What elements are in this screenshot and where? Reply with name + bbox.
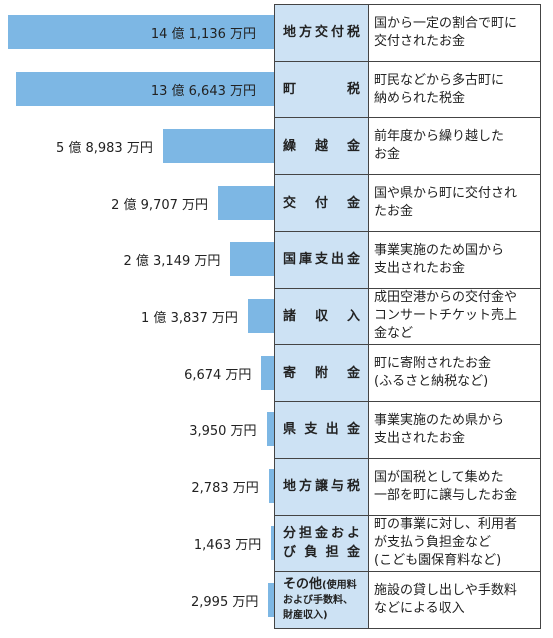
category-label: 地方交付税 bbox=[283, 25, 360, 41]
value-label: 14 億 1,136 万円 bbox=[150, 27, 256, 43]
value-label: 2 億 3,149 万円 bbox=[123, 254, 221, 270]
description: 国や県から町に交付され たお金 bbox=[374, 186, 518, 220]
category-cell: 町税 bbox=[274, 60, 369, 119]
description: 事業実施のため国から 支出されたお金 bbox=[374, 242, 505, 276]
category-label: 地方譲与税 bbox=[283, 479, 360, 495]
category-cell: 分担金および負担金 bbox=[274, 514, 369, 573]
description: 施設の貸し出しや手数料 などによる収入 bbox=[374, 583, 517, 617]
category-cell: 繰越金 bbox=[274, 117, 369, 176]
description: 前年度から繰り越した お金 bbox=[374, 129, 505, 163]
category-text: 町税 bbox=[283, 80, 360, 99]
description-cell: 施設の貸し出しや手数料 などによる収入 bbox=[368, 571, 541, 629]
description: 町民などから多古町に 納められた税金 bbox=[374, 72, 505, 106]
value-label: 2,783 万円 bbox=[191, 481, 259, 497]
category-cell: 地方交付税 bbox=[274, 4, 369, 62]
category-text: 寄附金 bbox=[283, 364, 360, 383]
category-text: 諸収入 bbox=[283, 307, 360, 326]
category-label: 交付金 bbox=[283, 195, 360, 211]
category-label: 諸収入 bbox=[283, 308, 360, 324]
value-label: 5 億 8,983 万円 bbox=[55, 140, 153, 156]
bar bbox=[261, 355, 274, 390]
category-text: その他(使用料および手数料、財産収入) bbox=[283, 576, 360, 623]
category-label: 繰越金 bbox=[283, 138, 360, 154]
bar bbox=[268, 582, 274, 617]
bar bbox=[266, 412, 274, 447]
description-cell: 成田空港からの交付金や コンサートチケット売上 金など bbox=[368, 287, 541, 346]
description: 事業実施のため県から 支出されたお金 bbox=[374, 412, 505, 446]
description: 町の事業に対し、利用者 が支払う負担金など (こども園保育料など) bbox=[374, 517, 518, 569]
category-label: その他 bbox=[283, 576, 323, 592]
value-label: 2,995 万円 bbox=[191, 594, 259, 610]
description-cell: 町に寄附されたお金 (ふるさと納税など) bbox=[368, 344, 541, 403]
category-text: 県支出金 bbox=[283, 420, 360, 439]
category-label: 分担金および負担金 bbox=[283, 526, 360, 561]
category-cell: 国庫支出金 bbox=[274, 230, 369, 289]
category-label: 寄附金 bbox=[283, 365, 360, 381]
bar bbox=[162, 128, 274, 163]
description: 国が国税として集めた 一部を町に譲与したお金 bbox=[374, 469, 518, 503]
category-cell: その他(使用料および手数料、財産収入) bbox=[274, 571, 369, 629]
category-cell: 諸収入 bbox=[274, 287, 369, 346]
bar bbox=[271, 525, 274, 560]
description-cell: 国から一定の割合で町に 交付されたお金 bbox=[368, 4, 541, 62]
value-label: 6,674 万円 bbox=[184, 367, 252, 383]
description-cell: 町民などから多古町に 納められた税金 bbox=[368, 60, 541, 119]
category-cell: 寄附金 bbox=[274, 344, 369, 403]
bar bbox=[218, 185, 274, 220]
description-cell: 国が国税として集めた 一部を町に譲与したお金 bbox=[368, 457, 541, 516]
value-label: 1,463 万円 bbox=[193, 537, 262, 553]
description-cell: 事業実施のため国から 支出されたお金 bbox=[368, 230, 541, 289]
category-label: 国庫支出金 bbox=[283, 252, 360, 268]
bar bbox=[230, 242, 274, 277]
category-text: 地方交付税 bbox=[283, 23, 360, 42]
value-label: 3,950 万円 bbox=[189, 424, 257, 440]
description: 町に寄附されたお金 (ふるさと納税など) bbox=[374, 356, 492, 390]
description-cell: 国や県から町に交付され たお金 bbox=[368, 174, 541, 232]
category-cell: 交付金 bbox=[274, 174, 369, 232]
category-cell: 地方譲与税 bbox=[274, 457, 369, 516]
category-cell: 県支出金 bbox=[274, 401, 369, 459]
bar bbox=[8, 15, 274, 50]
value-label: 2 億 9,707 万円 bbox=[111, 197, 209, 213]
description-cell: 前年度から繰り越した お金 bbox=[368, 117, 541, 176]
value-label: 1 億 3,837 万円 bbox=[141, 311, 238, 326]
bar bbox=[16, 72, 274, 107]
category-text: 分担金および負担金 bbox=[283, 524, 360, 562]
bar bbox=[268, 469, 274, 504]
description: 国から一定の割合で町に 交付されたお金 bbox=[374, 15, 518, 49]
description-cell: 事業実施のため県から 支出されたお金 bbox=[368, 401, 541, 459]
category-text: 地方譲与税 bbox=[283, 477, 360, 496]
value-label: 13 億 6,643 万円 bbox=[150, 84, 256, 100]
bar bbox=[247, 299, 274, 333]
category-label: 町税 bbox=[283, 82, 360, 98]
category-label: 県支出金 bbox=[283, 422, 360, 438]
category-text: 繰越金 bbox=[283, 137, 360, 156]
description: 成田空港からの交付金や コンサートチケット売上 金など bbox=[374, 290, 518, 342]
category-note: (使用料および手数料、財産収入) bbox=[283, 579, 357, 621]
description-cell: 町の事業に対し、利用者 が支払う負担金など (こども園保育料など) bbox=[368, 514, 541, 573]
category-text: 国庫支出金 bbox=[283, 250, 360, 269]
category-text: 交付金 bbox=[283, 194, 360, 213]
